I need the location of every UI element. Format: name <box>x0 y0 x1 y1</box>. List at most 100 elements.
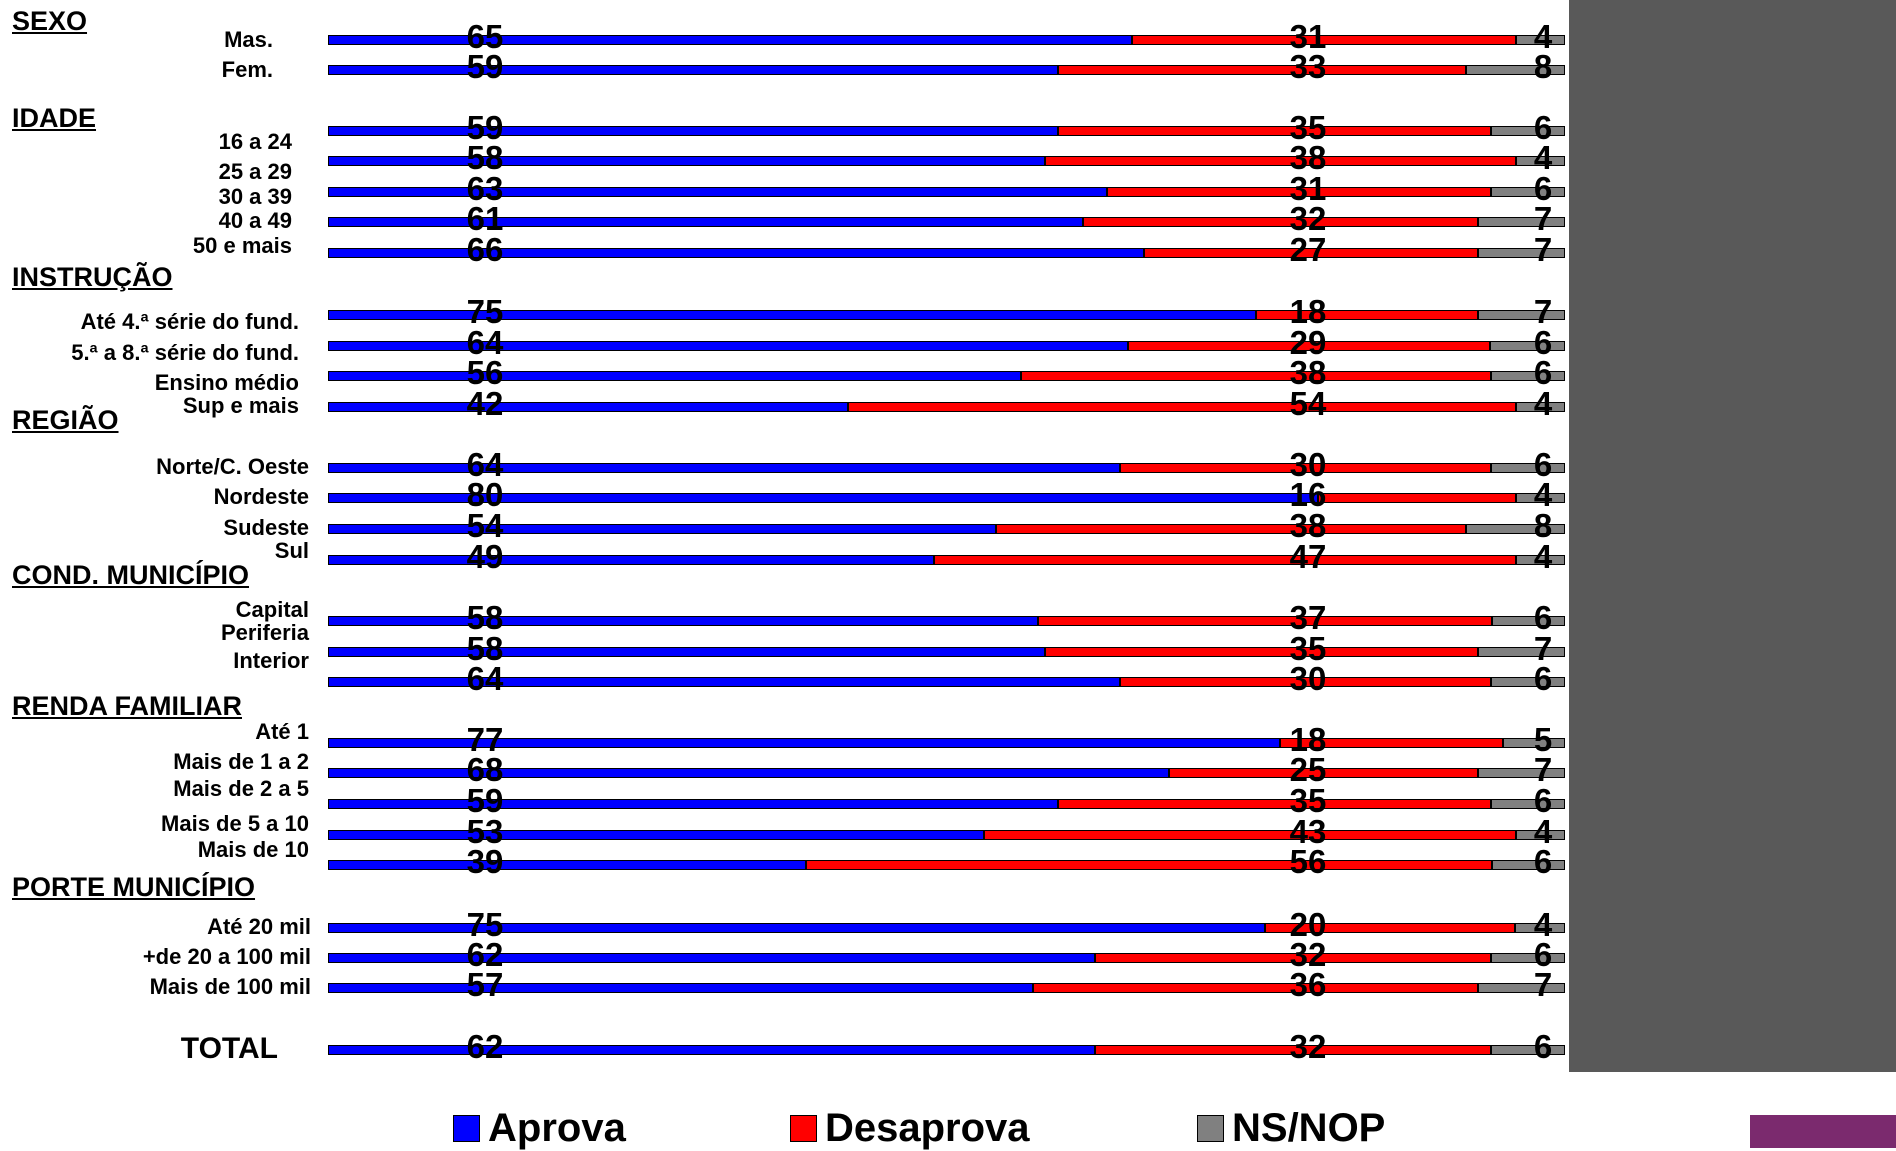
data-label-aprova: 77 <box>466 721 504 758</box>
data-label-desaprova: 38 <box>1289 507 1327 544</box>
category-label: Até 1 <box>255 719 309 744</box>
bar-segment-nsnop <box>1478 983 1565 993</box>
data-label-nsnop: 6 <box>1533 782 1553 819</box>
data-label-nsnop: 6 <box>1533 170 1553 207</box>
data-label-aprova: 80 <box>466 476 504 513</box>
legend-label-desaprova: Desaprova <box>825 1105 1030 1150</box>
bar-segment-aprova <box>328 1045 1095 1055</box>
bar-segment-nsnop <box>1466 524 1565 534</box>
data-label-nsnop: 6 <box>1533 354 1553 391</box>
bar-segment-desaprova <box>1094 953 1491 963</box>
bar-segment-aprova <box>328 799 1058 809</box>
bar-segment-nsnop <box>1515 923 1565 933</box>
bar-segment-nsnop <box>1490 371 1565 381</box>
bar-segment-desaprova <box>1057 126 1491 136</box>
bar-segment-aprova <box>328 341 1128 351</box>
category-label: Mais de 100 mil <box>149 974 311 999</box>
bar-segment-desaprova <box>995 524 1467 534</box>
data-label-nsnop: 7 <box>1533 751 1553 788</box>
bar-segment-aprova <box>328 463 1120 473</box>
legend-swatch-desaprova <box>790 1114 817 1142</box>
bar-segment-aprova <box>328 830 984 840</box>
bar-segment-aprova <box>328 647 1046 657</box>
data-label-desaprova: 25 <box>1289 751 1327 788</box>
data-label-aprova: 39 <box>466 843 504 880</box>
data-label-aprova: 54 <box>466 507 504 544</box>
data-label-desaprova: 36 <box>1289 966 1327 1003</box>
bar-segment-desaprova <box>1094 1045 1491 1055</box>
data-label-nsnop: 4 <box>1533 476 1553 513</box>
data-label-desaprova: 35 <box>1289 630 1327 667</box>
category-label: +de 20 a 100 mil <box>142 944 311 969</box>
bar-segment-nsnop <box>1491 860 1565 870</box>
bar-segment-aprova <box>328 126 1058 136</box>
data-label-aprova: 64 <box>466 660 504 697</box>
data-label-nsnop: 4 <box>1533 18 1553 55</box>
bar-segment-aprova <box>328 187 1108 197</box>
corner-decoration <box>1750 1115 1896 1148</box>
data-label-nsnop: 6 <box>1533 446 1553 483</box>
data-label-aprova: 49 <box>466 538 504 575</box>
bar-segment-nsnop <box>1490 126 1565 136</box>
bar-segment-desaprova <box>1255 310 1479 320</box>
bar-segment-desaprova <box>1057 65 1467 75</box>
bar-segment-desaprova <box>1038 616 1492 626</box>
data-label-desaprova: 31 <box>1289 18 1327 55</box>
bar-segment-aprova <box>328 555 935 565</box>
data-label-nsnop: 6 <box>1533 843 1553 880</box>
bar-segment-desaprova <box>1045 156 1516 166</box>
bar-segment-aprova <box>328 65 1058 75</box>
bar-segment-aprova <box>328 35 1133 45</box>
bar-segment-nsnop <box>1515 830 1565 840</box>
bar-segment-aprova <box>328 493 1318 503</box>
data-label-desaprova: 56 <box>1289 843 1327 880</box>
bar-segment-desaprova <box>1144 248 1479 258</box>
bar-segment-nsnop <box>1490 953 1565 963</box>
legend-label-aprova: Aprova <box>488 1105 626 1150</box>
data-label-nsnop: 6 <box>1533 936 1553 973</box>
data-label-desaprova: 32 <box>1289 1028 1327 1065</box>
bar-segment-aprova <box>328 156 1046 166</box>
data-label-desaprova: 43 <box>1289 813 1327 850</box>
category-label: Mais de 5 a 10 <box>161 811 309 836</box>
bar-segment-nsnop <box>1490 1045 1565 1055</box>
data-label-aprova: 68 <box>466 751 504 788</box>
bar-segment-nsnop <box>1478 248 1565 258</box>
data-label-desaprova: 30 <box>1289 660 1327 697</box>
bar-segment-nsnop <box>1515 35 1565 45</box>
data-label-desaprova: 35 <box>1289 782 1327 819</box>
category-label: Norte/C. Oeste <box>156 454 309 479</box>
data-label-nsnop: 8 <box>1533 48 1553 85</box>
category-label: Mas. <box>224 27 273 52</box>
group-title: PORTE MUNICÍPIO <box>12 872 256 902</box>
category-label-total: TOTAL <box>180 1032 278 1065</box>
bar-segment-nsnop <box>1490 677 1565 687</box>
data-label-aprova: 62 <box>466 1028 504 1065</box>
legend-label-nsnop: NS/NOP <box>1232 1105 1386 1150</box>
category-label: Periferia <box>220 620 309 645</box>
bar-segment-desaprova <box>1057 799 1491 809</box>
category-label: Capital <box>235 597 309 622</box>
data-label-desaprova: 18 <box>1289 721 1327 758</box>
bar-segment-desaprova <box>1317 493 1516 503</box>
data-label-desaprova: 47 <box>1289 538 1327 575</box>
category-label: 25 a 29 <box>218 159 292 184</box>
bar-segment-nsnop <box>1515 156 1565 166</box>
data-label-desaprova: 54 <box>1289 385 1327 422</box>
bar-segment-desaprova <box>1107 187 1491 197</box>
data-label-aprova: 75 <box>466 906 504 943</box>
bar-segment-nsnop <box>1503 738 1565 748</box>
bar-segment-desaprova <box>1082 217 1479 227</box>
data-label-nsnop: 7 <box>1533 966 1553 1003</box>
data-label-aprova: 59 <box>466 48 504 85</box>
group-title: COND. MUNICÍPIO <box>12 560 250 590</box>
data-label-nsnop: 6 <box>1533 660 1553 697</box>
bar-segment-aprova <box>328 738 1281 748</box>
data-label-aprova: 66 <box>466 231 504 268</box>
bar-segment-aprova <box>328 371 1021 381</box>
group-title: IDADE <box>12 103 97 133</box>
data-label-nsnop: 6 <box>1533 109 1553 146</box>
data-label-aprova: 42 <box>466 385 504 422</box>
bar-segment-desaprova <box>1280 738 1504 748</box>
data-label-nsnop: 6 <box>1533 324 1553 361</box>
